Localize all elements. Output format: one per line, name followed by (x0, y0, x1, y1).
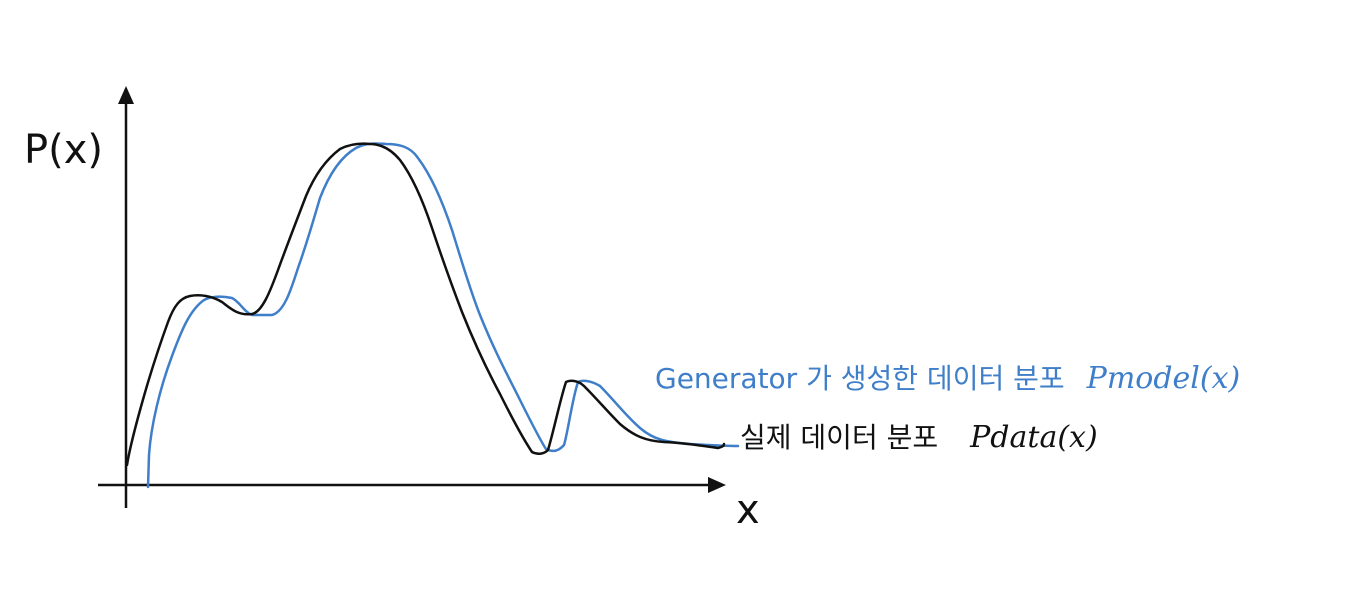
x-axis-arrowhead (708, 477, 726, 493)
legend-model: Generator 가 생성한 데이터 분포 Pmodel(x) (655, 361, 1240, 396)
y-axis-label: P(x) (24, 127, 103, 173)
x-axis-label: x (736, 487, 760, 533)
legend-model-math: Pmodel(x) (1086, 361, 1241, 396)
legend-data: 실제 데이터 분포 Pdata(x) (740, 420, 1098, 455)
legend-model-text: Generator 가 생성한 데이터 분포 (655, 362, 1065, 395)
data-distribution-curve (125, 142, 726, 467)
model-distribution-curve (146, 142, 740, 489)
y-axis-arrowhead (118, 86, 134, 104)
legend-data-math: Pdata(x) (969, 420, 1098, 455)
axes (98, 86, 726, 508)
legend-data-text: 실제 데이터 분포 (740, 421, 938, 454)
